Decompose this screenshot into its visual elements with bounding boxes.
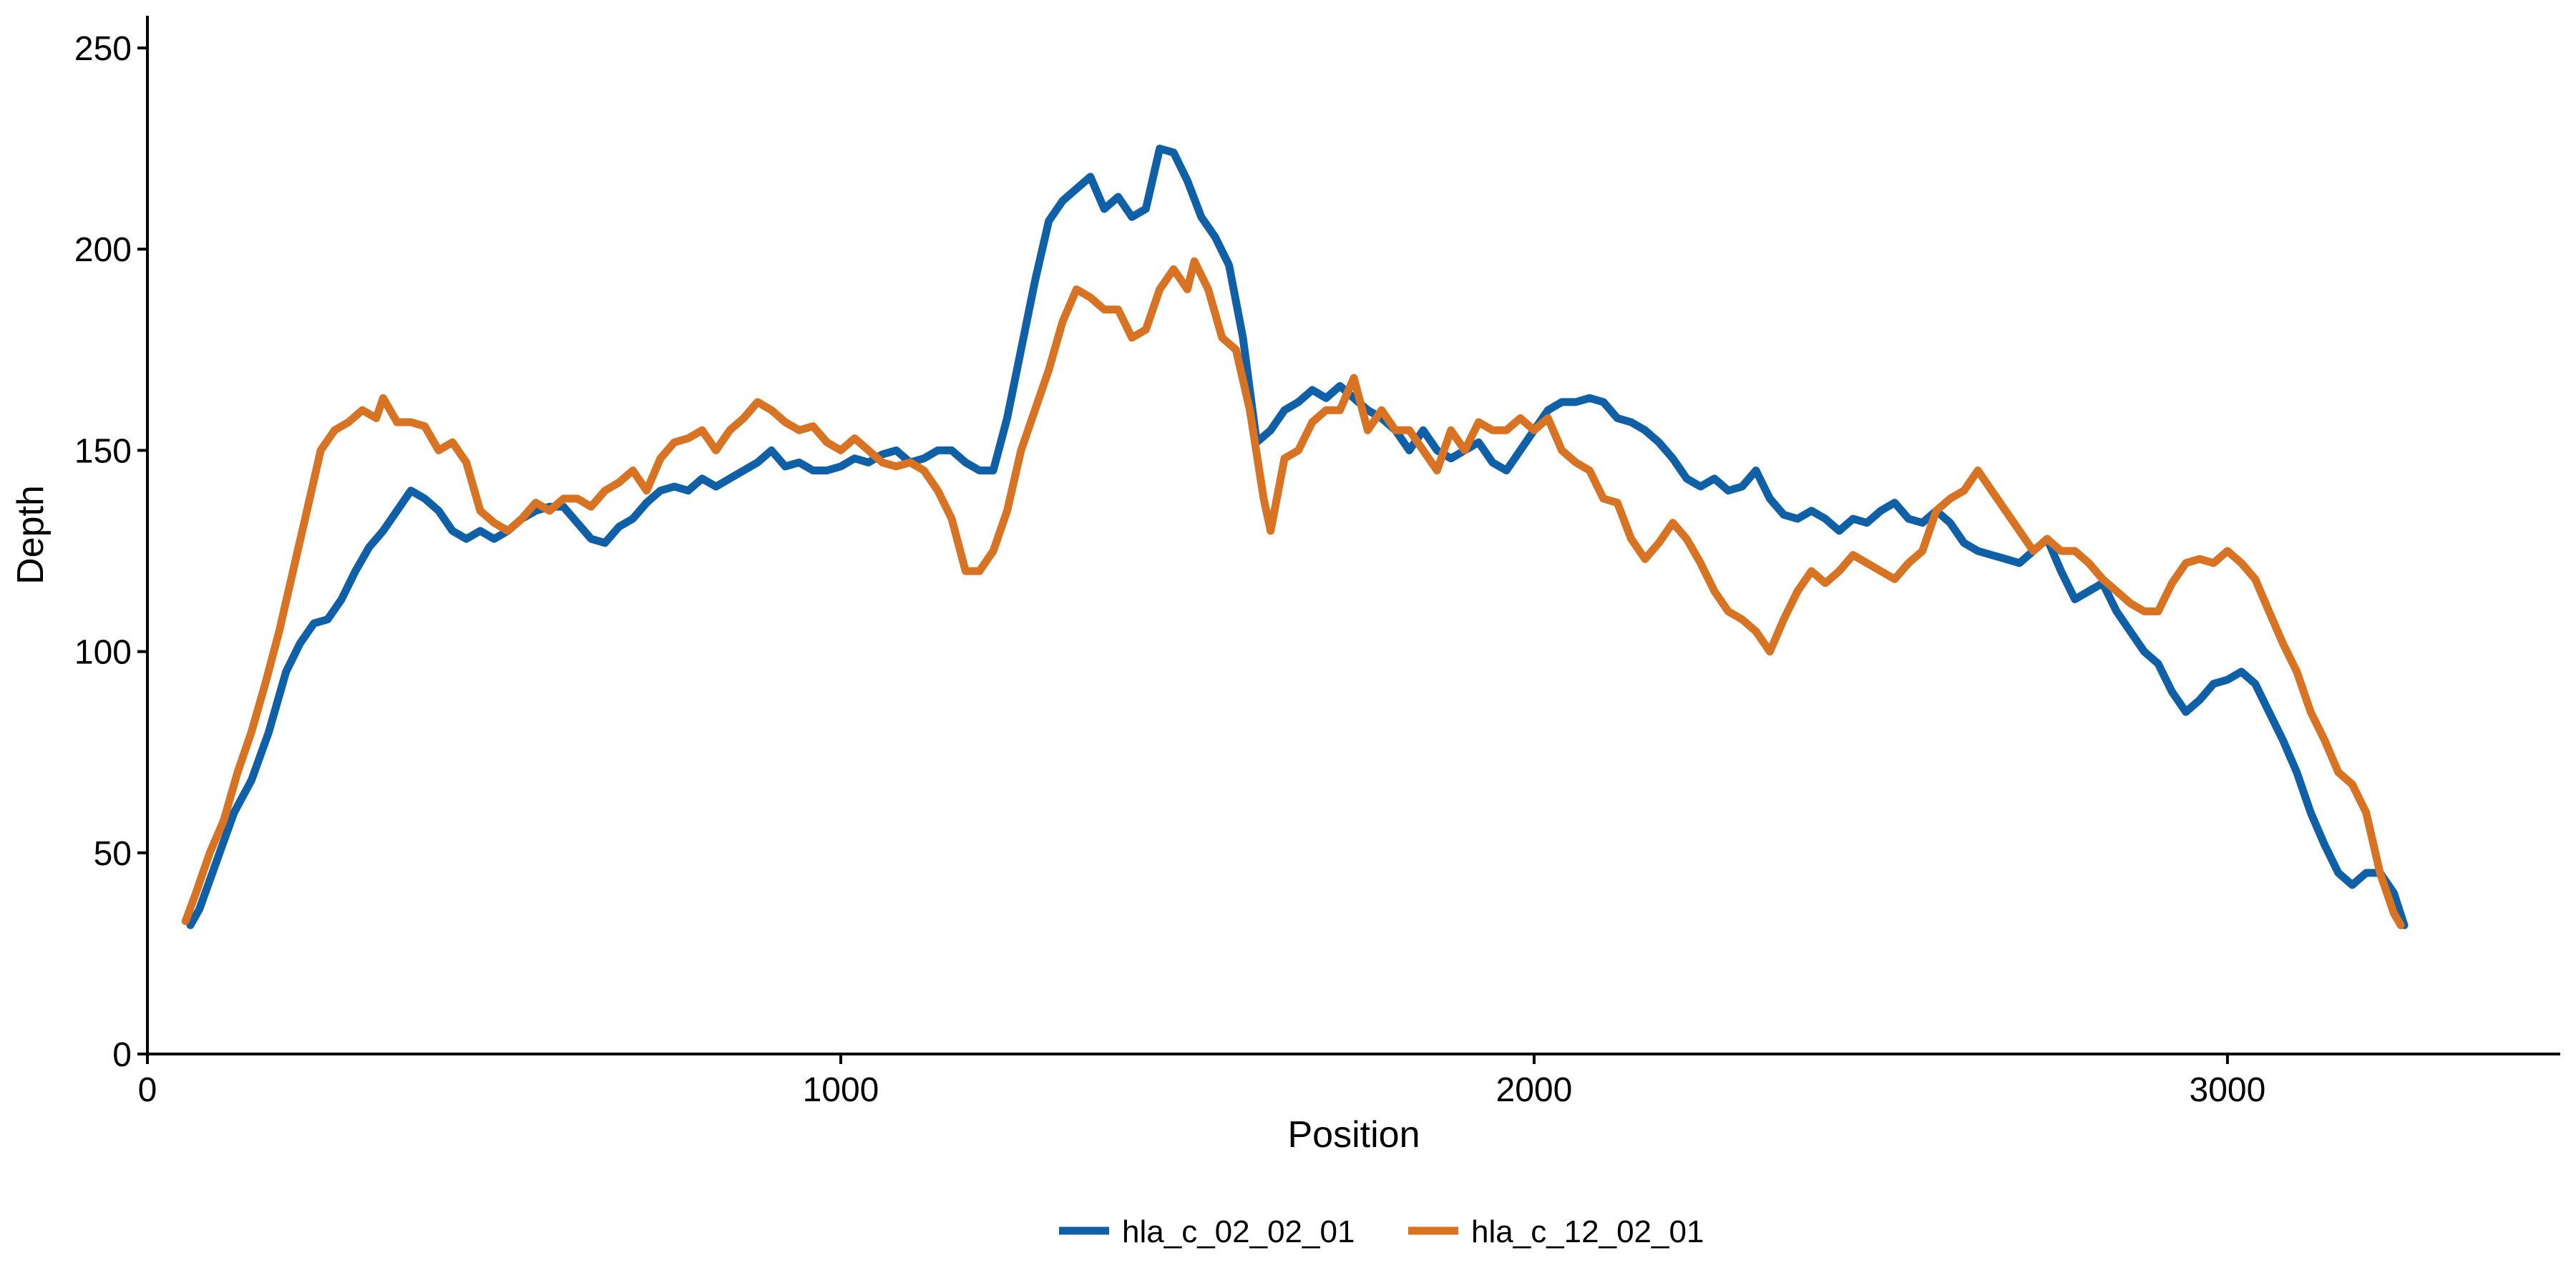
y-tick-label: 0: [112, 1036, 132, 1074]
series-line-2: [181, 257, 2405, 930]
x-tick-label: 2000: [1496, 1071, 1573, 1109]
legend-label-2: hla_c_12_02_01: [1471, 1214, 1704, 1249]
y-axis-title: Depth: [10, 485, 52, 585]
axes: [146, 16, 2560, 1055]
y-tick-label: 50: [94, 835, 132, 873]
y-axis-ticks: 0 50 100 150 200 250: [74, 30, 147, 1074]
y-tick-label: 150: [74, 432, 132, 470]
x-tick-label: 1000: [803, 1071, 879, 1109]
x-tick-label: 3000: [2190, 1071, 2266, 1109]
y-tick-label: 250: [74, 30, 132, 68]
legend-label-1: hla_c_02_02_01: [1122, 1214, 1355, 1249]
y-tick-label: 100: [74, 634, 132, 672]
x-tick-label: 0: [138, 1071, 157, 1109]
series-lines: [181, 145, 2409, 930]
x-axis-ticks: 0 1000 2000 3000: [138, 1054, 2266, 1109]
x-axis-title: Position: [1288, 1114, 1420, 1156]
y-tick-label: 200: [74, 231, 132, 269]
legend: hla_c_02_02_01 hla_c_12_02_01: [1059, 1214, 1704, 1249]
series-line-1: [186, 145, 2409, 930]
